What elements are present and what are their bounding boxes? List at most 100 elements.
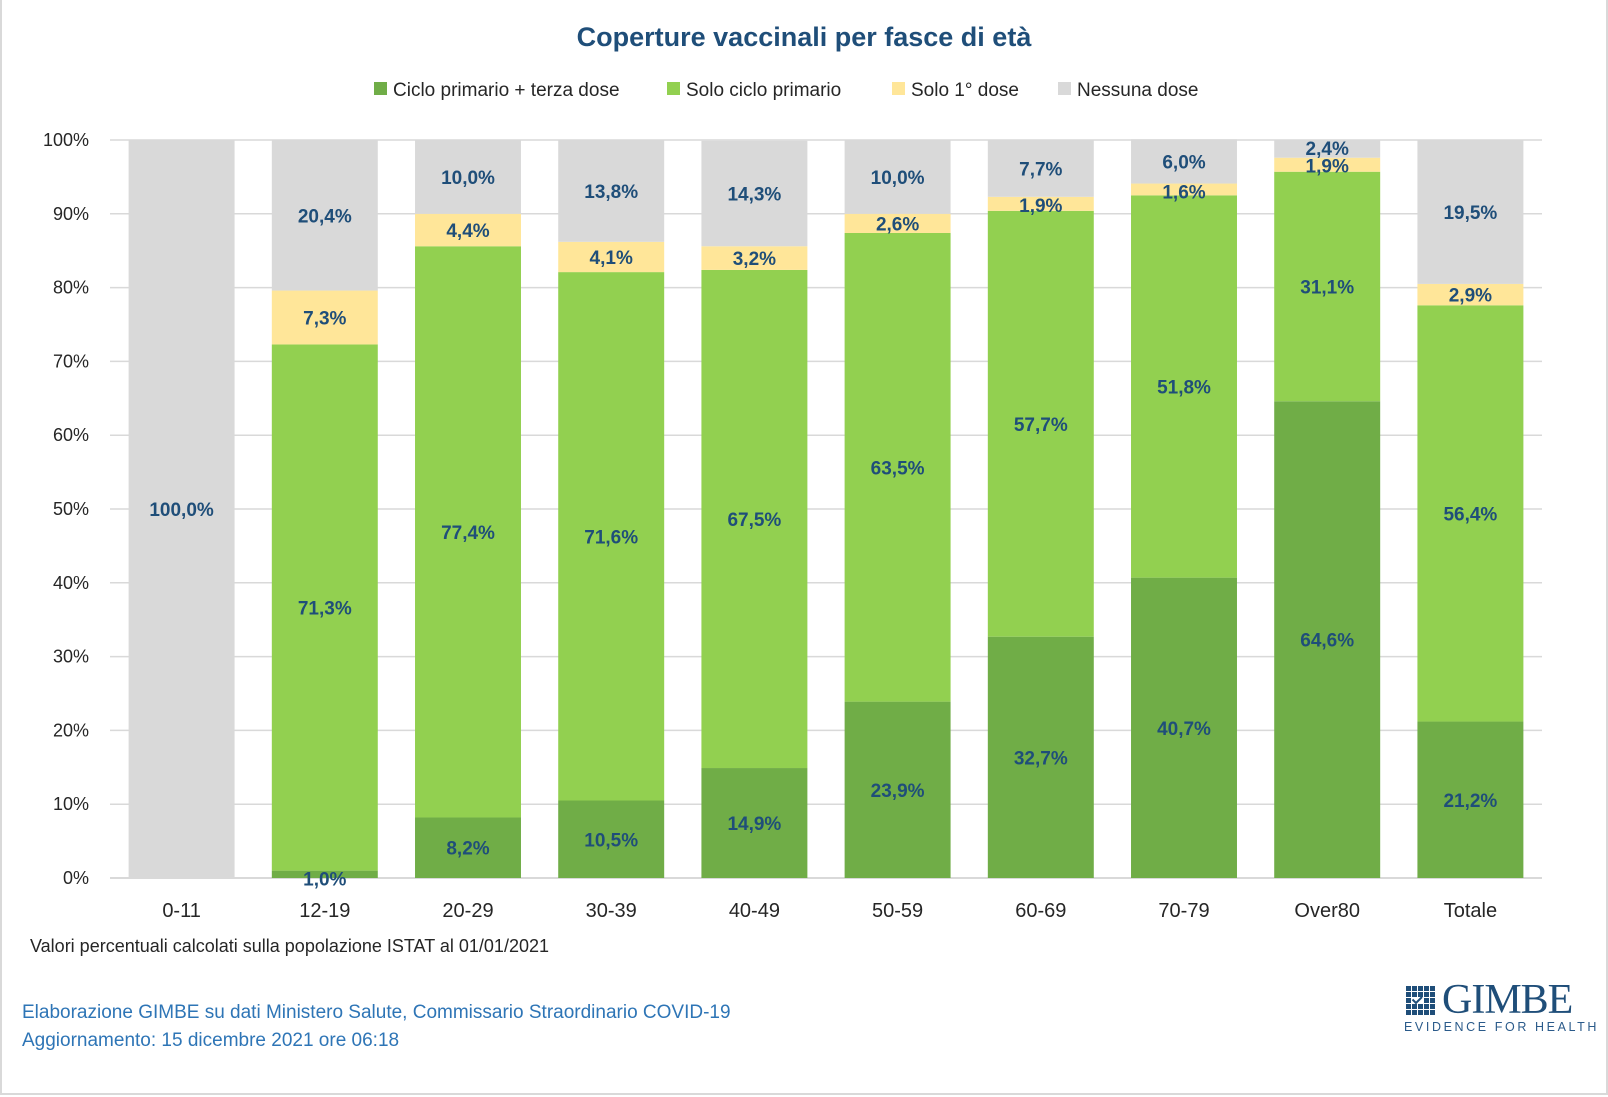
y-tick-label: 100% bbox=[43, 130, 89, 150]
data-label: 57,7% bbox=[1014, 415, 1068, 436]
x-category-label: 40-49 bbox=[729, 900, 780, 922]
data-label: 10,0% bbox=[441, 168, 495, 189]
y-tick-label: 20% bbox=[53, 720, 89, 740]
y-tick-label: 50% bbox=[53, 499, 89, 519]
data-label: 3,2% bbox=[733, 249, 776, 270]
legend-label: Solo 1° dose bbox=[911, 80, 1019, 101]
bar-segment bbox=[271, 290, 378, 345]
bar-segment bbox=[701, 140, 808, 247]
bar-segment bbox=[987, 140, 1094, 197]
legend-label: Solo ciclo primario bbox=[686, 80, 841, 101]
bar-segment bbox=[1131, 139, 1237, 184]
bar-segment bbox=[844, 140, 951, 214]
footnote: Valori percentuali calcolati sulla popol… bbox=[30, 936, 549, 956]
data-label: 1,0% bbox=[303, 870, 346, 891]
data-label: 31,1% bbox=[1300, 277, 1354, 298]
data-label: 100,0% bbox=[149, 500, 214, 521]
bar-segment bbox=[415, 246, 521, 818]
legend-swatch bbox=[374, 82, 387, 95]
bar-segment bbox=[987, 196, 1094, 211]
bars bbox=[128, 139, 1524, 878]
data-label: 10,5% bbox=[584, 830, 638, 851]
data-label: 7,7% bbox=[1019, 159, 1062, 180]
gimbe-logo: GIMBE EVIDENCE FOR HEALTH bbox=[1404, 977, 1596, 1044]
data-label: 13,8% bbox=[584, 182, 638, 203]
y-tick-label: 30% bbox=[53, 647, 89, 667]
y-tick-label: 10% bbox=[53, 794, 89, 814]
bar-segment bbox=[1131, 195, 1237, 578]
y-tick-label: 90% bbox=[53, 204, 89, 224]
bar-segment bbox=[1417, 140, 1524, 284]
bar-segment bbox=[558, 800, 665, 878]
bar-segment bbox=[1417, 283, 1524, 306]
bar-segment bbox=[987, 636, 1094, 878]
data-label: 1,9% bbox=[1019, 196, 1062, 217]
logo-wordmark: GIMBE bbox=[1442, 977, 1573, 1023]
bar-segment bbox=[271, 140, 378, 291]
bar-segment bbox=[1274, 157, 1381, 172]
data-label: 40,7% bbox=[1157, 719, 1211, 740]
legend: Ciclo primario + terza dose Solo ciclo pr… bbox=[374, 80, 1198, 101]
x-category-label: 30-39 bbox=[586, 900, 637, 922]
data-label: 8,2% bbox=[446, 839, 489, 860]
data-label: 2,6% bbox=[876, 214, 919, 235]
data-labels: 100,0% 1,0% 71,3% 7,3% 20,4% 8,2% 77,4% 4,4% 10,… bbox=[149, 139, 1497, 891]
data-label: 1,6% bbox=[1162, 183, 1205, 204]
x-category-label: 50-59 bbox=[872, 900, 923, 922]
bar-segment bbox=[1274, 401, 1381, 878]
data-label: 4,1% bbox=[590, 248, 633, 269]
x-category-label: Over80 bbox=[1294, 900, 1360, 922]
data-label: 6,0% bbox=[1162, 152, 1205, 173]
data-label: 71,6% bbox=[584, 527, 638, 548]
bar-segment bbox=[415, 817, 521, 878]
data-label: 2,4% bbox=[1306, 139, 1349, 160]
x-category-label: 12-19 bbox=[299, 900, 350, 922]
data-label: 2,9% bbox=[1449, 286, 1492, 307]
bar-segment bbox=[558, 241, 665, 273]
data-label: 32,7% bbox=[1014, 748, 1068, 769]
bar-segment bbox=[1417, 721, 1524, 878]
bar-segment bbox=[271, 344, 378, 871]
bar-segment bbox=[271, 870, 378, 878]
legend-swatch bbox=[892, 82, 905, 95]
bar-segment bbox=[415, 213, 521, 247]
bar-segment bbox=[987, 210, 1094, 637]
bar-segment bbox=[844, 701, 951, 878]
x-category-label: 20-29 bbox=[442, 900, 493, 922]
bar-segment bbox=[128, 140, 235, 878]
y-tick-label: 40% bbox=[53, 573, 89, 593]
data-label: 71,3% bbox=[298, 599, 352, 620]
bar-segment bbox=[558, 272, 665, 801]
data-label: 7,3% bbox=[303, 308, 346, 329]
x-category-label: 60-69 bbox=[1015, 900, 1066, 922]
bar-segment bbox=[844, 232, 951, 702]
data-label: 67,5% bbox=[727, 510, 781, 531]
data-label: 19,5% bbox=[1443, 203, 1497, 224]
bar-segment bbox=[1274, 171, 1381, 402]
legend-label: Nessuna dose bbox=[1077, 80, 1198, 101]
data-label: 23,9% bbox=[871, 781, 925, 802]
data-label: 4,4% bbox=[446, 221, 489, 242]
bar-segment bbox=[1131, 577, 1237, 878]
y-tick-label: 70% bbox=[53, 351, 89, 371]
legend-swatch bbox=[667, 82, 680, 95]
chart-title: Coperture vaccinali per fasce di età bbox=[577, 22, 1033, 52]
y-tick-label: 60% bbox=[53, 425, 89, 445]
bar-segment bbox=[415, 140, 521, 214]
legend-label: Ciclo primario + terza dose bbox=[393, 80, 620, 101]
data-label: 10,0% bbox=[871, 168, 925, 189]
y-axis-ticks: 0% 10% 20% 30% 40% 50% 60% 70% 80% 90% 100% bbox=[43, 130, 89, 888]
data-label: 63,5% bbox=[871, 458, 925, 479]
credit-source: Elaborazione GIMBE su dati Ministero Sal… bbox=[22, 1002, 731, 1023]
data-label: 51,8% bbox=[1157, 377, 1211, 398]
x-category-label: 70-79 bbox=[1158, 900, 1209, 922]
data-label: 14,3% bbox=[727, 185, 781, 206]
bar-segment bbox=[844, 213, 951, 233]
bar-segment bbox=[1131, 183, 1237, 196]
data-label: 56,4% bbox=[1443, 504, 1497, 525]
legend-swatch bbox=[1058, 82, 1071, 95]
x-category-label: Totale bbox=[1444, 900, 1497, 922]
credit-updated: Aggiornamento: 15 dicembre 2021 ore 06:1… bbox=[22, 1030, 400, 1051]
